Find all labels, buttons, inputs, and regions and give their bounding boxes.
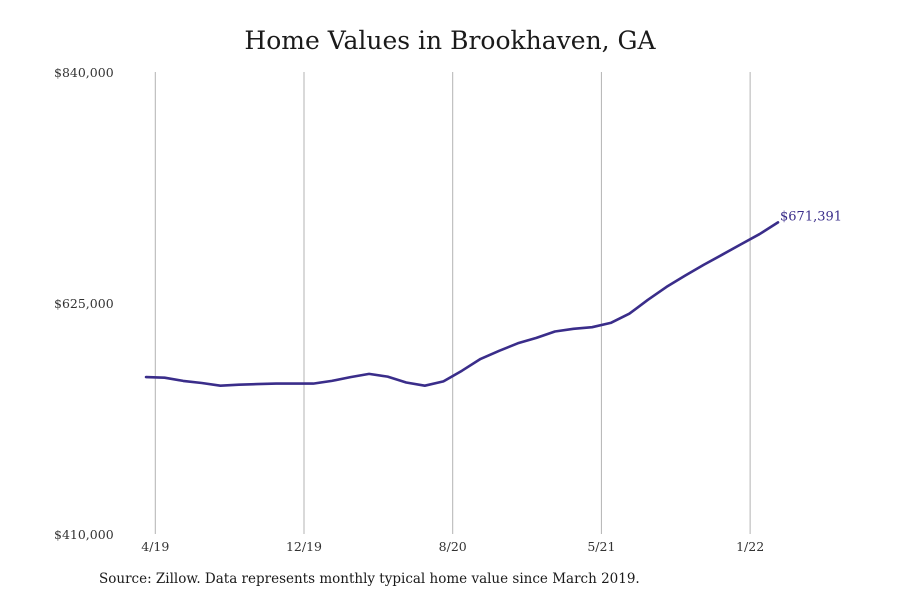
y-tick-label: $840,000 — [54, 65, 114, 80]
y-tick-label: $410,000 — [54, 527, 114, 542]
end-value-label: $671,391 — [780, 209, 842, 224]
x-tick-label: 8/20 — [439, 539, 467, 554]
gridlines — [154, 72, 751, 534]
x-tick-label: 5/21 — [587, 539, 615, 554]
x-tick-label: 4/19 — [141, 539, 169, 554]
data-labels: $671,391 — [780, 209, 842, 224]
x-tick-label: 12/19 — [286, 539, 322, 554]
series-layer — [144, 221, 780, 388]
source-note: Source: Zillow. Data represents monthly … — [99, 571, 640, 587]
y-axis-ticks: $410,000 $625,000 $840,000 — [54, 65, 114, 542]
chart-title: Home Values in Brookhaven, GA — [244, 26, 656, 55]
x-tick-label: 1/22 — [736, 539, 764, 554]
x-axis-ticks: 4/19 12/19 8/20 5/21 1/22 — [141, 539, 764, 554]
series-line — [144, 221, 780, 388]
y-tick-label: $625,000 — [54, 296, 114, 311]
